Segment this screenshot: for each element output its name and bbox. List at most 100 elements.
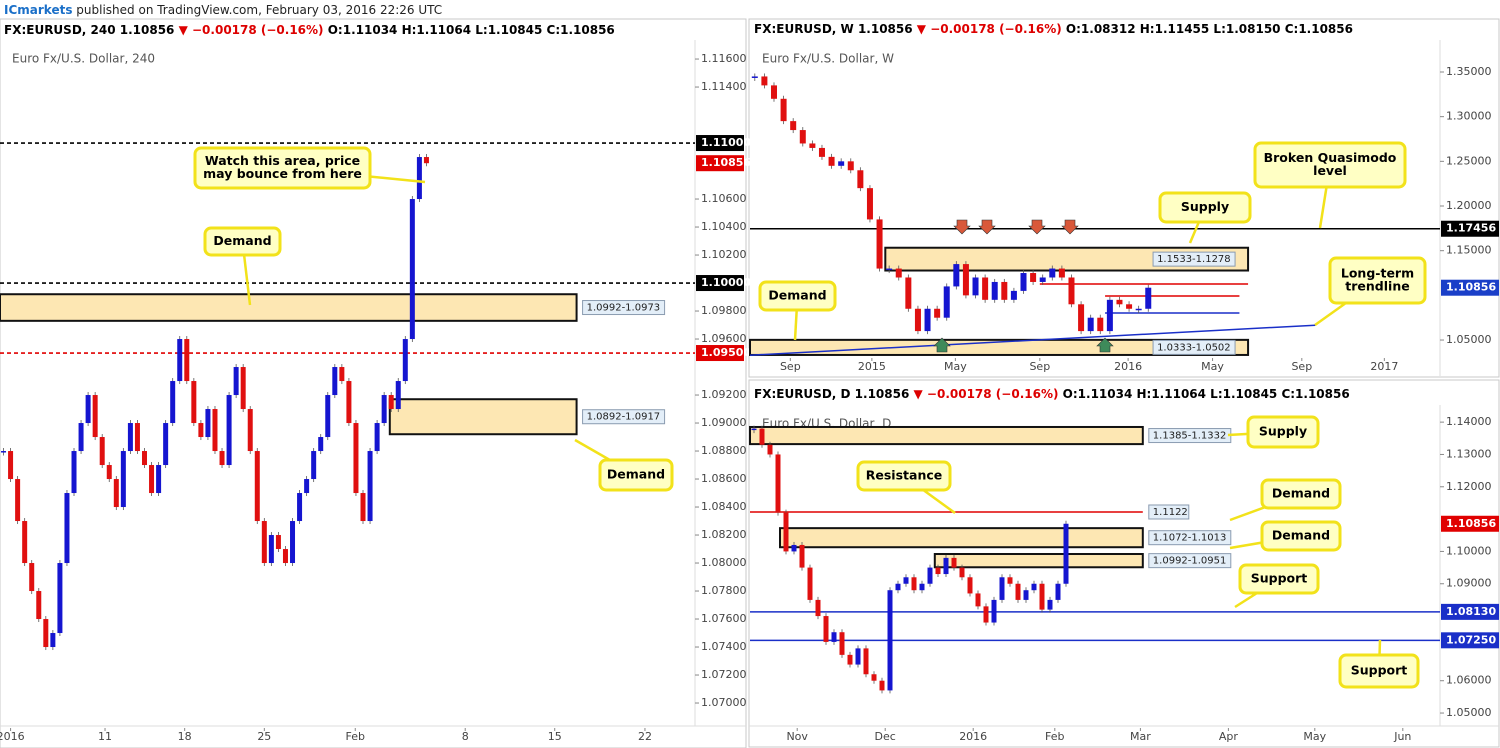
price-marker (1441, 515, 1499, 532)
candle (775, 454, 781, 513)
y-tick-label: 1.07200 (701, 668, 747, 681)
price-marker-label: 1.10000 (701, 276, 751, 289)
candle (360, 493, 366, 522)
brand[interactable]: ICmarkets (4, 3, 72, 17)
callout-box (856, 460, 952, 492)
candle (914, 308, 921, 332)
candle (177, 339, 183, 382)
candle (799, 544, 805, 568)
price-marker-label: 1.09500 (701, 346, 751, 359)
level-label-box (1148, 504, 1190, 520)
symbol: FX:EURUSD, W (754, 22, 854, 36)
candle (416, 157, 422, 200)
chart-title: Euro Fx/U.S. Dollar, W (762, 52, 894, 66)
zone-label-box (1148, 553, 1232, 569)
x-tick-label: 11 (98, 730, 112, 743)
candle (962, 264, 969, 296)
ohlc: O:1.11034 H:1.11064 L:1.10845 C:1.10856 (1063, 387, 1350, 401)
symbol: FX:EURUSD, D (754, 387, 851, 401)
candle (205, 409, 211, 438)
candle (857, 170, 864, 189)
candle (8, 451, 14, 480)
candle (318, 437, 324, 452)
y-tick-label: 1.10600 (701, 192, 747, 205)
signal-arrow (1096, 337, 1114, 353)
callout-box (1238, 563, 1320, 595)
candle (339, 367, 345, 382)
candle (887, 590, 893, 691)
candle (1116, 299, 1123, 305)
candle (855, 648, 861, 665)
candle (975, 593, 981, 607)
callout-box (1328, 256, 1427, 305)
price-marker-label: 1.08130 (1446, 605, 1496, 618)
price-marker-label: 1.10856 (701, 156, 751, 169)
candle (959, 567, 965, 578)
candle (268, 535, 274, 564)
price-marker-label: 1.10856 (1446, 281, 1496, 294)
signal-arrow (953, 219, 971, 235)
callout-text: Demand (1272, 528, 1330, 543)
y-tick-label: 1.25000 (1446, 154, 1492, 167)
zone-label-box (1152, 339, 1236, 355)
trendline (749, 324, 1316, 356)
y-tick-label: 1.07400 (701, 640, 747, 653)
candle (134, 423, 140, 452)
candle (275, 535, 281, 550)
zone-label-box (582, 409, 666, 425)
chart-title: Euro Fx/U.S. Dollar, 240 (12, 52, 155, 66)
candle (1039, 277, 1046, 282)
candle (751, 428, 757, 431)
candle (983, 606, 989, 623)
x-tick-label: 2016 (0, 730, 25, 743)
zone (388, 398, 578, 436)
last-price: 1.10856 (858, 22, 913, 36)
y-tick-label: 1.08800 (701, 444, 747, 457)
signal-arrow (1028, 219, 1046, 235)
candle (212, 409, 218, 452)
candle (1097, 317, 1104, 332)
x-tick-label: 2016 (959, 730, 987, 743)
y-tick-label: 1.07000 (701, 696, 747, 709)
candle (99, 437, 105, 466)
price-marker (696, 135, 744, 152)
candle (770, 85, 777, 99)
price-marker-label: 1.07250 (1446, 633, 1496, 646)
change: ▼ −0.00178 (−0.16%) (917, 22, 1062, 36)
zone-label-box (1152, 251, 1236, 267)
ohlc: O:1.08312 H:1.11455 L:1.08150 C:1.10856 (1066, 22, 1353, 36)
candle (982, 277, 989, 300)
y-tick-label: 1.08600 (701, 472, 747, 485)
candle (999, 577, 1005, 600)
signal-arrow (933, 337, 951, 353)
y-tick-label: 1.09600 (701, 332, 747, 345)
x-tick-label: Sep (780, 360, 801, 373)
candle (1047, 599, 1053, 610)
y-tick-label: 1.05000 (1446, 706, 1492, 719)
y-tick-label: 1.10000 (1446, 544, 1492, 557)
candle (927, 567, 933, 584)
callout-text: Broken Quasimodo (1264, 150, 1397, 165)
x-tick-label: 2016 (1114, 360, 1142, 373)
price-marker (1441, 279, 1499, 296)
candle (780, 98, 787, 122)
price-marker (1441, 632, 1499, 649)
candle (297, 493, 303, 522)
candle (332, 367, 338, 396)
level-label: 1.1122 (1153, 507, 1188, 518)
x-tick-label: May (944, 360, 967, 373)
candle (261, 521, 267, 564)
callout-text: Resistance (866, 468, 942, 483)
candle (353, 423, 359, 494)
x-tick-label: Feb (1045, 730, 1064, 743)
symbol-header: FX:EURUSD, 240 1.10856 ▼ −0.00178 (−0.16… (4, 23, 615, 37)
candle (325, 395, 331, 438)
zone-label: 1.1533-1.1278 (1157, 254, 1231, 265)
candle (1031, 583, 1037, 591)
panel-frame (748, 379, 1500, 748)
publish-info: published on TradingView.com, February 0… (76, 3, 442, 17)
ohlc: O:1.11034 H:1.11064 L:1.10845 C:1.10856 (328, 23, 615, 37)
callout-text: Support (1251, 571, 1308, 586)
x-tick-label: 2015 (858, 360, 886, 373)
candle (943, 286, 950, 318)
